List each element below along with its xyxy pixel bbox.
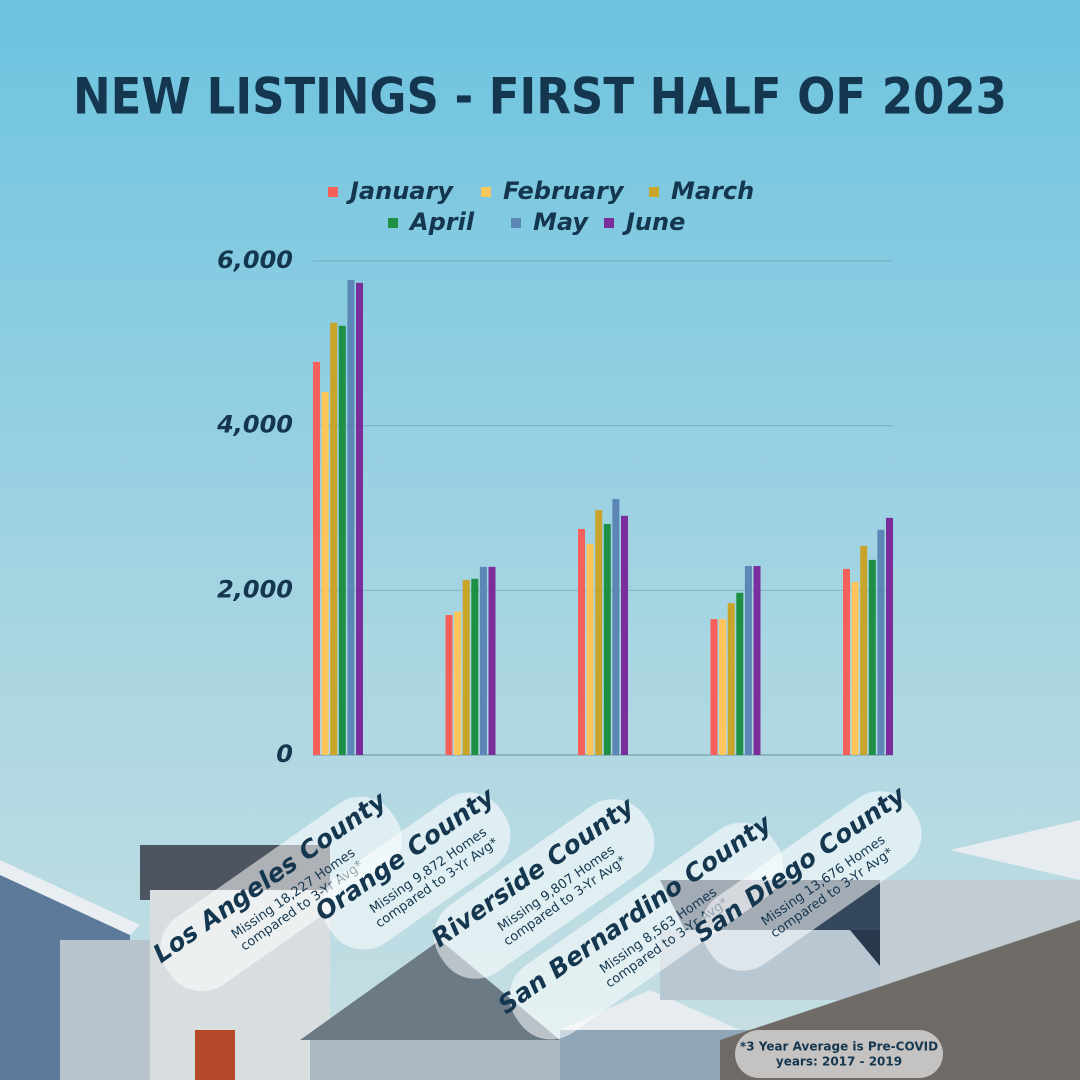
bar bbox=[321, 391, 329, 755]
bar bbox=[744, 566, 752, 755]
bar bbox=[462, 580, 470, 755]
bar bbox=[877, 529, 885, 755]
legend-label: May bbox=[533, 208, 589, 236]
y-tick-label: 6,000 bbox=[217, 246, 293, 274]
bar bbox=[338, 325, 346, 755]
bar bbox=[313, 361, 320, 755]
bar bbox=[710, 619, 718, 755]
bar bbox=[356, 282, 363, 755]
legend-label: March bbox=[671, 177, 754, 205]
bar bbox=[621, 515, 628, 755]
bar bbox=[595, 510, 603, 755]
label-pill bbox=[701, 791, 922, 971]
legend-swatch bbox=[649, 187, 659, 197]
label-pill bbox=[434, 799, 655, 979]
bar bbox=[445, 615, 453, 755]
label-pill bbox=[509, 822, 784, 1040]
label-pill bbox=[160, 796, 403, 992]
bar bbox=[843, 568, 850, 755]
bar bbox=[347, 279, 355, 755]
legend-label: February bbox=[503, 177, 625, 205]
bar bbox=[736, 592, 744, 755]
legend-swatch bbox=[481, 187, 491, 197]
legend-label: January bbox=[346, 177, 454, 205]
bar bbox=[586, 543, 594, 755]
bar bbox=[330, 322, 338, 755]
bar bbox=[727, 603, 735, 755]
bar bbox=[753, 566, 761, 755]
bar bbox=[851, 582, 859, 755]
bar bbox=[488, 566, 496, 755]
bar bbox=[471, 578, 479, 755]
legend-swatch bbox=[511, 218, 521, 228]
bar bbox=[719, 619, 727, 755]
legend-label: June bbox=[622, 208, 685, 236]
footnote-line: *3 Year Average is Pre-COVID bbox=[740, 1040, 938, 1054]
y-tick-label: 2,000 bbox=[217, 575, 293, 603]
bar bbox=[886, 517, 893, 755]
legend-swatch bbox=[604, 218, 614, 228]
footnote-line: years: 2017 - 2019 bbox=[776, 1055, 902, 1069]
bar bbox=[612, 498, 620, 755]
bar bbox=[578, 528, 585, 755]
legend-swatch bbox=[328, 187, 338, 197]
bar bbox=[454, 611, 462, 755]
label-pill bbox=[322, 792, 511, 950]
bar bbox=[479, 566, 487, 755]
bar bbox=[603, 524, 611, 755]
bar bbox=[868, 559, 876, 755]
legend-swatch bbox=[388, 218, 398, 228]
y-tick-label: 4,000 bbox=[216, 411, 293, 439]
chart-title: NEW LISTINGS - FIRST HALF OF 2023 bbox=[73, 68, 1007, 126]
legend-label: April bbox=[408, 208, 475, 236]
bar bbox=[860, 545, 868, 755]
y-tick-label: 0 bbox=[276, 740, 293, 768]
